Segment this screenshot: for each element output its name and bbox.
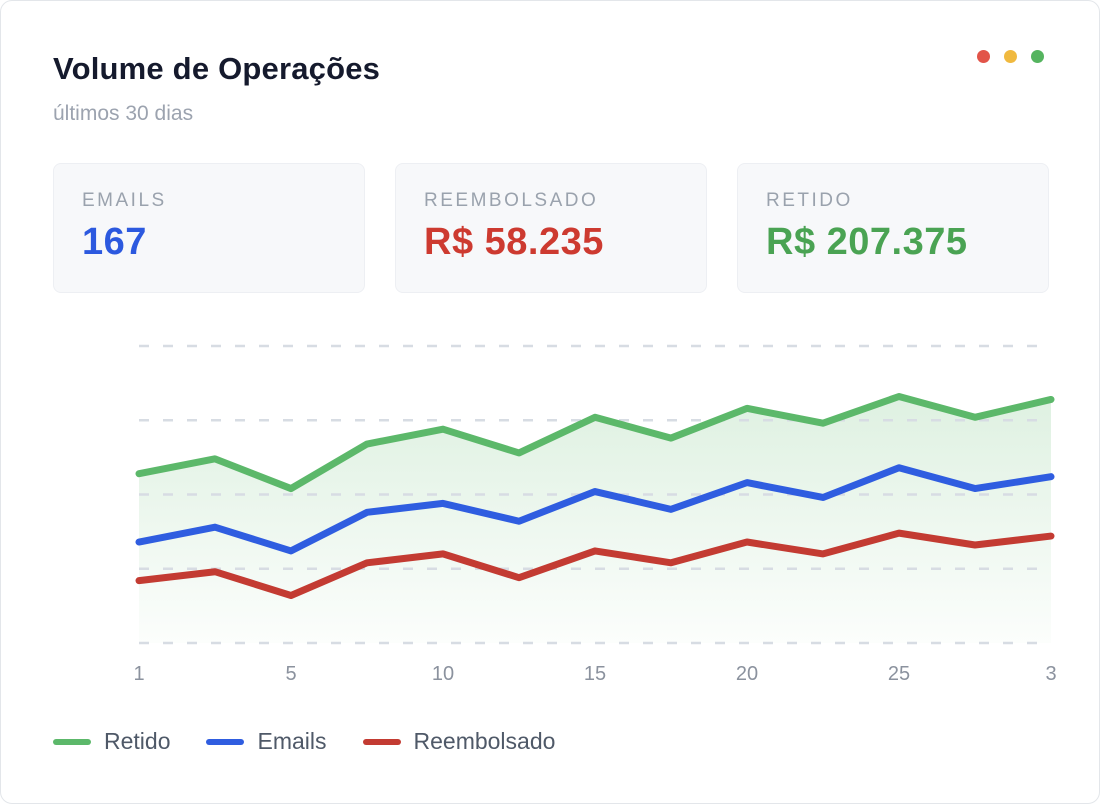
x-axis-tick: 25 — [888, 663, 910, 685]
window-dot-red-icon — [977, 50, 990, 63]
legend-item-emails[interactable]: Emails — [206, 728, 327, 755]
stat-card-reembolsado: REEMBOLSADO R$ 58.235 — [395, 163, 707, 293]
legend-label: Reembolsado — [413, 728, 556, 754]
stat-label: REEMBOLSADO — [424, 190, 599, 211]
stats-row: EMAILS 167 REEMBOLSADO R$ 58.235 RETIDO … — [53, 163, 1049, 293]
legend-swatch-icon — [53, 738, 91, 745]
stat-card-emails: EMAILS 167 — [53, 163, 365, 293]
x-axis-tick: 10 — [432, 663, 454, 685]
legend-swatch-icon — [206, 738, 245, 745]
x-axis-tick: 15 — [584, 663, 606, 685]
legend-label: Retido — [104, 728, 171, 754]
line-chart: 1 5 10 15 20 25 3 — [133, 344, 1057, 685]
x-axis-tick: 1 — [133, 663, 144, 685]
legend-swatch-icon — [362, 738, 401, 745]
page-subtitle: últimos 30 dias — [53, 102, 194, 125]
x-axis-tick: 5 — [285, 663, 296, 685]
chart-area: 1 5 10 15 20 25 3 — [1, 331, 1099, 691]
x-axis-tick: 3 — [1045, 663, 1056, 685]
stat-label: EMAILS — [82, 190, 167, 211]
stat-value: R$ 207.375 — [766, 221, 968, 263]
legend-label: Emails — [257, 728, 327, 754]
page-title: Volume de Operações — [53, 51, 381, 86]
window-controls — [977, 50, 1044, 63]
x-axis-tick: 20 — [736, 663, 758, 685]
legend-item-retido[interactable]: Retido — [53, 728, 170, 755]
stat-value: R$ 58.235 — [424, 221, 604, 263]
stat-value: 167 — [82, 221, 147, 263]
stat-label: RETIDO — [766, 190, 853, 211]
legend-item-reembolsado[interactable]: Reembolsado — [362, 728, 556, 755]
chart-legend: Retido Emails Reembolsado — [53, 728, 555, 755]
window-dot-yellow-icon — [1004, 50, 1017, 63]
stat-card-retido: RETIDO R$ 207.375 — [737, 163, 1049, 293]
window-dot-green-icon — [1031, 50, 1044, 63]
